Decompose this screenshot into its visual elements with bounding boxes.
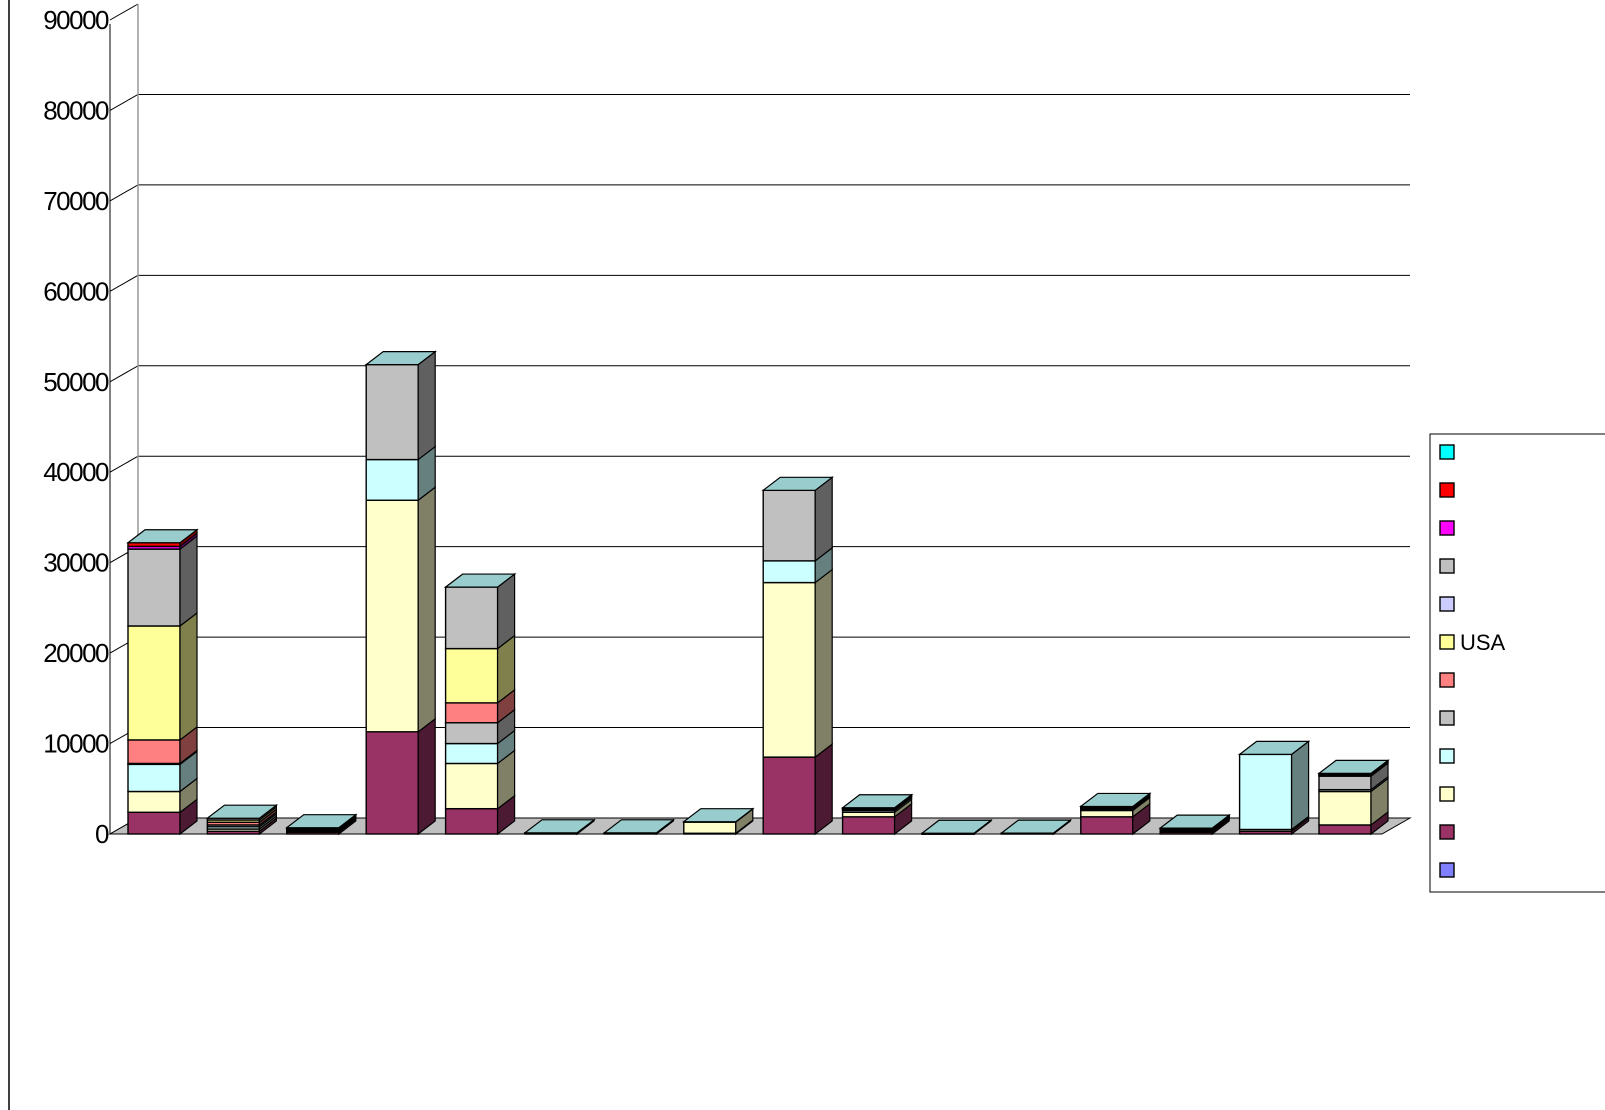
bar-top bbox=[682, 808, 755, 823]
bar-segment bbox=[841, 816, 896, 835]
bar-segment bbox=[365, 458, 419, 501]
bar-segment-side bbox=[814, 476, 833, 563]
legend-swatch bbox=[1439, 672, 1455, 688]
bar-segment bbox=[444, 702, 499, 724]
y-tick-mark bbox=[109, 455, 139, 473]
bar-segment bbox=[683, 821, 737, 834]
bar-segment bbox=[1080, 809, 1134, 818]
bar-segment-side bbox=[417, 350, 436, 461]
y-tick-mark bbox=[109, 94, 139, 111]
bar-segment bbox=[444, 722, 499, 745]
bar-segment bbox=[444, 647, 499, 704]
bar-segment bbox=[1318, 775, 1372, 791]
y-tick-label: 40000 bbox=[43, 457, 109, 487]
y-tick-mark bbox=[109, 3, 139, 21]
bar-top bbox=[1079, 792, 1152, 808]
bar-top bbox=[285, 814, 358, 829]
bar-top bbox=[1158, 814, 1231, 829]
legend-label: USA bbox=[1460, 630, 1506, 655]
bar-segment bbox=[365, 499, 419, 733]
legend-swatch bbox=[1439, 748, 1455, 764]
bar-top bbox=[126, 529, 199, 544]
y-tick-mark bbox=[109, 365, 139, 383]
legend-swatch bbox=[1439, 862, 1455, 878]
bar-segment bbox=[127, 548, 181, 627]
bar-segment bbox=[127, 763, 181, 793]
bar-segment bbox=[444, 762, 499, 810]
bar-segment bbox=[762, 581, 816, 758]
gridlines bbox=[138, 93, 1410, 729]
bar-segment bbox=[762, 489, 816, 562]
y-tick-label: 70000 bbox=[43, 186, 109, 216]
bar-segment bbox=[127, 811, 181, 835]
bar-segment-side bbox=[179, 534, 198, 628]
y-tick-label: 50000 bbox=[43, 367, 109, 397]
legend-swatch bbox=[1439, 520, 1455, 536]
bar-top bbox=[999, 819, 1073, 834]
bar-segment-side bbox=[814, 742, 833, 836]
y-tick-mark bbox=[109, 274, 139, 292]
legend-swatch bbox=[1439, 786, 1455, 802]
bar-segment bbox=[1318, 824, 1372, 835]
bar-segment-side bbox=[814, 568, 833, 759]
bar-segment bbox=[762, 756, 816, 835]
bar-segment bbox=[1080, 816, 1134, 835]
bar-stacks bbox=[126, 350, 1390, 836]
legend-swatch bbox=[1439, 482, 1455, 498]
y-tick-label: 60000 bbox=[43, 276, 109, 306]
bar-top bbox=[364, 350, 437, 366]
bar-top bbox=[523, 819, 596, 834]
legend-swatch bbox=[1439, 824, 1455, 840]
bar-segment-side bbox=[417, 717, 436, 836]
bar-top bbox=[1317, 759, 1390, 775]
legend-swatch bbox=[1439, 444, 1455, 460]
bar-top bbox=[840, 794, 914, 809]
y-tick-label: 80000 bbox=[43, 95, 109, 125]
bar-top bbox=[1237, 740, 1311, 756]
bar-segment bbox=[365, 363, 419, 461]
bar-segment bbox=[127, 790, 181, 813]
bar-segment bbox=[127, 625, 181, 741]
bar-segment bbox=[762, 560, 816, 584]
bar-segment-side bbox=[417, 486, 436, 734]
y-tick-label: 90000 bbox=[43, 5, 109, 35]
bar-segment bbox=[1318, 790, 1372, 826]
legend-swatch bbox=[1439, 558, 1455, 574]
bar-segment bbox=[365, 731, 419, 835]
bar-segment bbox=[1238, 753, 1293, 831]
bar-segment-side bbox=[1290, 740, 1310, 831]
legend: USA bbox=[1429, 433, 1605, 893]
bar-top bbox=[602, 819, 676, 834]
bar-top bbox=[761, 476, 834, 491]
legend-box bbox=[1429, 433, 1605, 893]
bar-segment bbox=[127, 739, 181, 765]
bar-top bbox=[205, 804, 279, 819]
bar-top bbox=[443, 573, 517, 588]
legend-swatch bbox=[1439, 710, 1455, 726]
y-tick-label: 30000 bbox=[43, 548, 109, 578]
bar-top bbox=[920, 819, 993, 834]
y-tick-mark bbox=[109, 184, 139, 202]
legend-swatch bbox=[1439, 634, 1455, 650]
y-tick-label: 10000 bbox=[43, 729, 109, 759]
bar-segment-side bbox=[179, 611, 198, 742]
bar-segment bbox=[444, 807, 499, 835]
legend-swatch bbox=[1439, 596, 1455, 612]
y-tick-label: 0 bbox=[95, 819, 109, 849]
bar-segment bbox=[444, 586, 499, 650]
bar-segment bbox=[444, 742, 499, 765]
y-tick-label: 20000 bbox=[43, 638, 109, 668]
